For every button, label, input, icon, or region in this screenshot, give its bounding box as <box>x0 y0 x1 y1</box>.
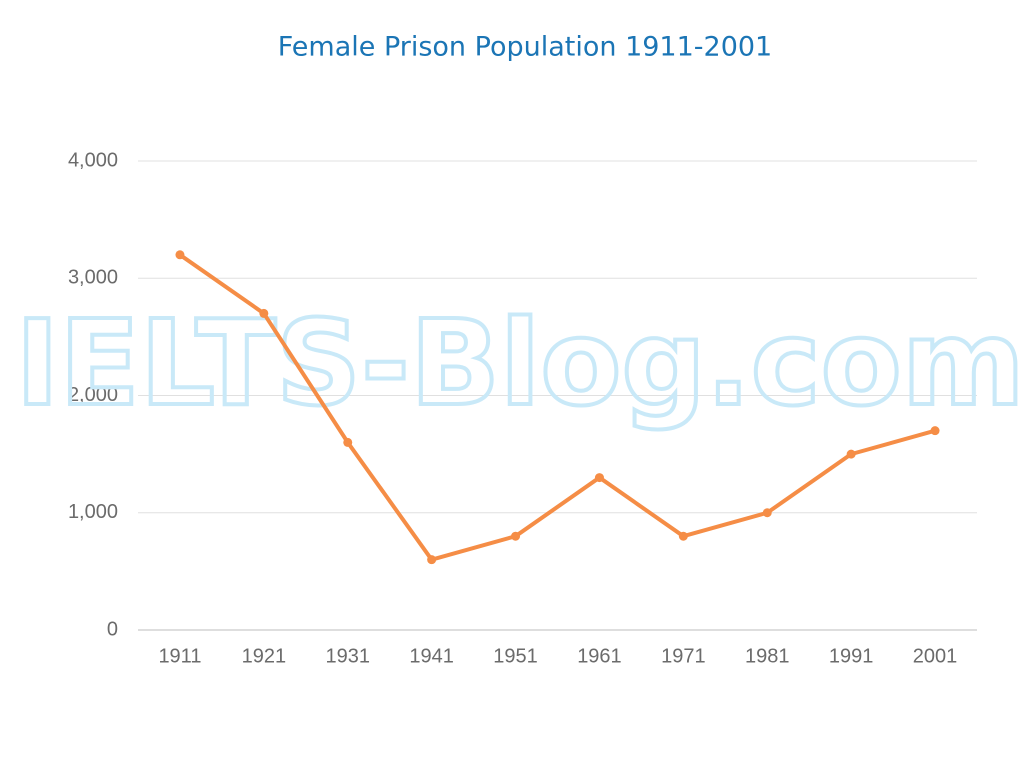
chart-title: Female Prison Population 1911-2001 <box>278 32 773 63</box>
plot <box>175 250 940 565</box>
x-tick-label: 1991 <box>829 645 874 667</box>
x-tick-label: 2001 <box>913 645 958 667</box>
y-tick-label: 4,000 <box>68 149 118 171</box>
x-tick-label: 1911 <box>158 645 201 667</box>
y-tick-label: 0 <box>107 618 118 640</box>
data-point <box>930 426 940 436</box>
series-line <box>178 253 936 562</box>
data-point <box>762 508 772 518</box>
grid: 0 1,000 2,000 3,000 4,000 1911 1921 1931 1941 195… <box>68 149 977 667</box>
data-point <box>175 250 185 260</box>
data-point <box>259 308 269 318</box>
x-tick-label: 1971 <box>661 645 706 667</box>
watermark: IELTS-Blog.com <box>15 294 1024 432</box>
y-tick-label: 1,000 <box>68 501 118 523</box>
x-tick-label: 1921 <box>242 645 287 667</box>
y-tick-label: 3,000 <box>68 267 118 289</box>
x-tick-label: 1941 <box>409 645 454 667</box>
x-tick-label: 1981 <box>745 645 790 667</box>
x-tick-label: 1961 <box>577 645 622 667</box>
data-point <box>343 437 353 447</box>
x-tick-label: 1951 <box>493 645 538 667</box>
x-tick-label: 1931 <box>326 645 371 667</box>
data-point <box>846 449 856 459</box>
data-point <box>427 555 437 565</box>
y-tick-label: 2,000 <box>68 384 118 406</box>
data-point <box>678 531 688 541</box>
data-point <box>511 531 521 541</box>
data-point <box>594 473 604 483</box>
